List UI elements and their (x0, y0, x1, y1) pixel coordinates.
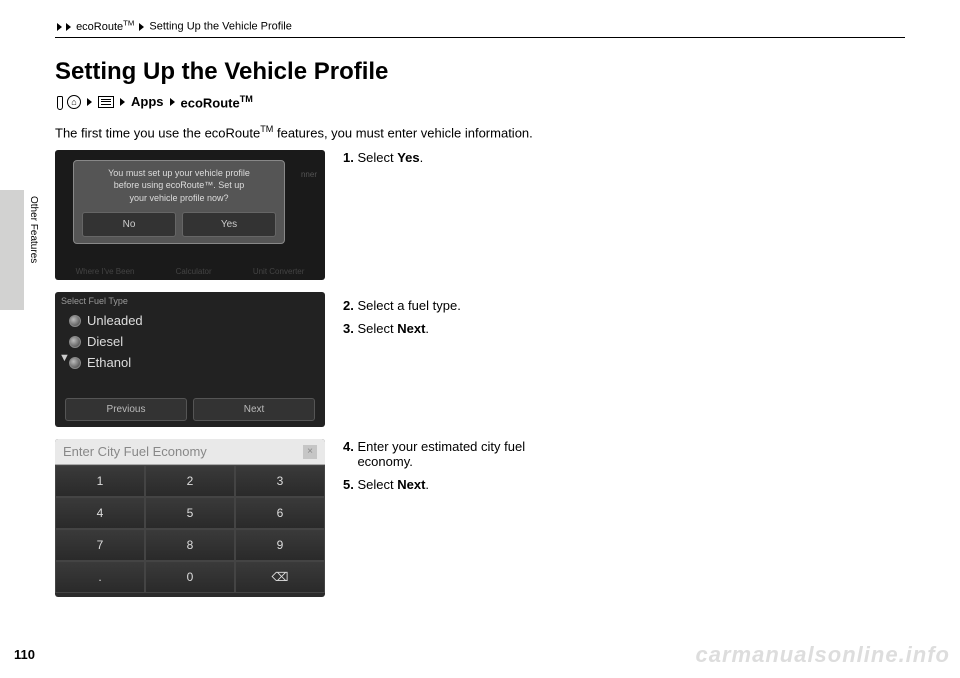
triangle-icon (87, 98, 92, 106)
radio-icon (69, 357, 81, 369)
next-label-disabled: Next (55, 593, 325, 597)
nav-path: ⌂ Apps ecoRouteTM (55, 94, 905, 110)
nav-apps: Apps (131, 94, 164, 109)
dialog-box: You must set up your vehicle profile bef… (73, 160, 285, 243)
watermark: carmanualsonline.info (696, 642, 951, 668)
step-2: 2. Select a fuel type. (343, 298, 905, 313)
triangle-icon (139, 23, 144, 31)
option-diesel[interactable]: Diesel (55, 331, 325, 352)
nav-ecoroute: ecoRouteTM (181, 94, 253, 110)
list-icon (98, 96, 114, 108)
step-5: 5. Select Next. (343, 477, 905, 492)
home-icon: ⌂ (67, 95, 81, 109)
key-7[interactable]: 7 (55, 529, 145, 561)
dialog-message: You must set up your vehicle profile bef… (82, 167, 276, 203)
key-4[interactable]: 4 (55, 497, 145, 529)
down-arrow-icon[interactable]: ▼ (59, 352, 70, 364)
page-title: Setting Up the Vehicle Profile (55, 58, 905, 86)
triangle-icon (120, 98, 125, 106)
key-1[interactable]: 1 (55, 465, 145, 497)
triangle-icon (57, 23, 62, 31)
key-6[interactable]: 6 (235, 497, 325, 529)
intro-text: The first time you use the ecoRouteTM fe… (55, 124, 905, 140)
bg-label: Where I've Been (76, 267, 135, 276)
header-breadcrumb: ecoRouteTM Setting Up the Vehicle Profil… (55, 18, 905, 38)
yes-button[interactable]: Yes (182, 212, 276, 237)
radio-icon (69, 336, 81, 348)
next-button[interactable]: Next (193, 398, 315, 421)
clear-icon[interactable]: × (303, 445, 317, 459)
bg-label: Unit Converter (253, 267, 305, 276)
step-1: 1. Select Yes. (343, 150, 905, 165)
key-dot[interactable]: . (55, 561, 145, 593)
key-backspace[interactable]: ⌫ (235, 561, 325, 593)
page-number: 110 (14, 647, 35, 662)
input-field[interactable]: Enter City Fuel Economy × (55, 439, 325, 465)
previous-button[interactable]: Previous (65, 398, 187, 421)
bg-label: Calculator (176, 267, 212, 276)
step-3: 3. Select Next. (343, 321, 905, 336)
step-4: 4. Enter your estimated city fuel econom… (343, 439, 905, 469)
key-2[interactable]: 2 (145, 465, 235, 497)
key-5[interactable]: 5 (145, 497, 235, 529)
bg-text: nner (301, 170, 317, 179)
key-9[interactable]: 9 (235, 529, 325, 561)
screenshot-keypad: Enter City Fuel Economy × 1 2 3 4 5 6 7 … (55, 439, 325, 597)
screen-title: Select Fuel Type (55, 292, 325, 310)
screenshot-dialog: nner You must set up your vehicle profil… (55, 150, 325, 280)
bc-item-2: Setting Up the Vehicle Profile (149, 21, 291, 33)
key-8[interactable]: 8 (145, 529, 235, 561)
bc-item-1: ecoRouteTM (76, 21, 134, 33)
key-0[interactable]: 0 (145, 561, 235, 593)
triangle-icon (170, 98, 175, 106)
no-button[interactable]: No (82, 212, 176, 237)
radio-icon (69, 315, 81, 327)
option-ethanol[interactable]: Ethanol (55, 352, 325, 373)
triangle-icon (66, 23, 71, 31)
key-3[interactable]: 3 (235, 465, 325, 497)
numeric-keypad: 1 2 3 4 5 6 7 8 9 . 0 ⌫ (55, 465, 325, 593)
screenshot-fuel-type: Select Fuel Type Unleaded Diesel Ethanol… (55, 292, 325, 427)
option-unleaded[interactable]: Unleaded (55, 310, 325, 331)
placeholder-text: Enter City Fuel Economy (63, 444, 207, 459)
pointer-icon (55, 95, 63, 109)
